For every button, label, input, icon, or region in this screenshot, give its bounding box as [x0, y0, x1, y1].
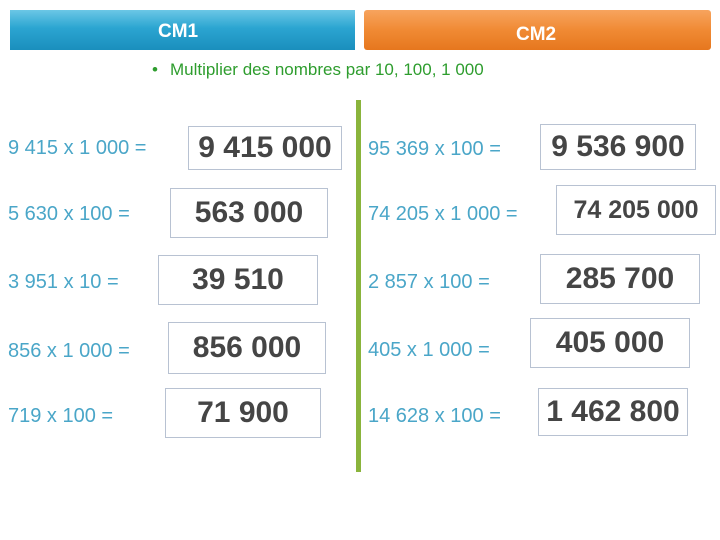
answer-box: 71 900: [165, 388, 321, 438]
left-row-4: 856 x 1 000 =: [8, 340, 130, 363]
answer-box: 1 462 800: [538, 388, 688, 436]
expression: 74 205 x 1 000 =: [368, 203, 518, 225]
expression: 95 369 x 100 =: [368, 138, 501, 160]
expression: 719 x 100 =: [8, 405, 114, 427]
right-row-2: 74 205 x 1 000 =: [368, 203, 518, 226]
subtitle-text: Multiplier des nombres par 10, 100, 1 00…: [169, 60, 484, 79]
expression: 14 628 x 100 =: [368, 405, 501, 427]
tab-cm1: CM1: [10, 10, 355, 50]
expression: 2 857 x 100 =: [368, 271, 490, 293]
expression: 856 x 1 000 =: [8, 340, 130, 362]
bullet-icon: •: [152, 60, 158, 79]
tab-cm2: CM2: [364, 10, 711, 50]
right-row-3: 2 857 x 100 =: [368, 271, 490, 294]
right-row-5: 14 628 x 100 =: [368, 405, 501, 428]
subtitle: • Multiplier des nombres par 10, 100, 1 0…: [152, 60, 484, 80]
answer-box: 285 700: [540, 254, 700, 304]
left-row-5: 719 x 100 =: [8, 405, 113, 428]
answer-box: 39 510: [158, 255, 318, 305]
answer-box: 9 536 900: [540, 124, 696, 170]
left-row-1: 9 415 x 1 000 =: [8, 137, 146, 160]
left-row-3: 3 951 x 10 =: [8, 271, 119, 294]
answer-box: 9 415 000: [188, 126, 342, 170]
expression: 9 415 x 1 000 =: [8, 137, 147, 159]
right-row-4: 405 x 1 000 =: [368, 339, 490, 362]
left-row-2: 5 630 x 100 =: [8, 203, 130, 226]
expression: 5 630 x 100 =: [8, 203, 130, 225]
answer-box: 74 205 000: [556, 185, 716, 235]
column-divider: [356, 100, 361, 472]
answer-box: 405 000: [530, 318, 690, 368]
right-row-1: 95 369 x 100 =: [368, 138, 501, 161]
expression: 3 951 x 10 =: [8, 271, 119, 293]
expression: 405 x 1 000 =: [368, 339, 490, 361]
answer-box: 563 000: [170, 188, 328, 238]
answer-box: 856 000: [168, 322, 326, 374]
